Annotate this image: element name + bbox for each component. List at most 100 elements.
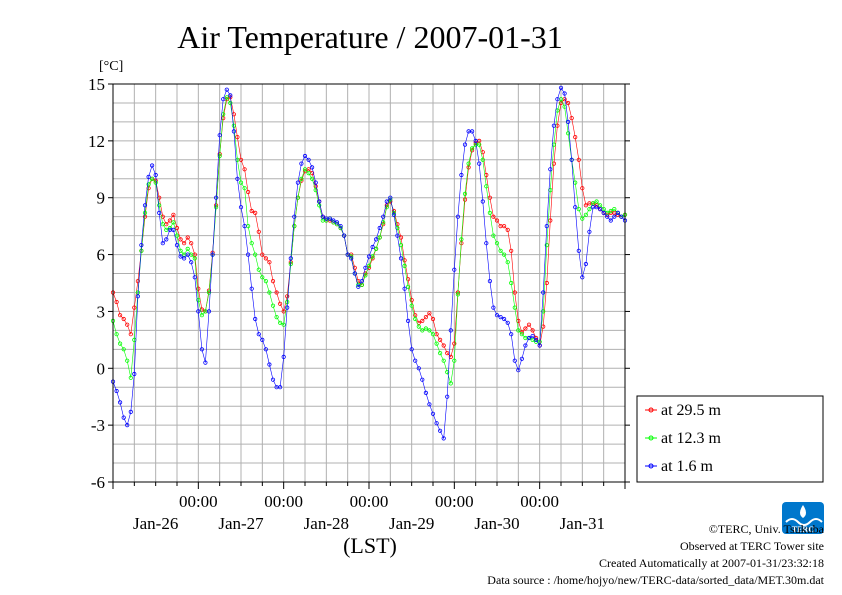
x-tick-day-label: Jan-26 (133, 514, 178, 533)
data-point (384, 199, 389, 204)
data-point (246, 252, 251, 257)
data-point (576, 248, 581, 253)
data-point (491, 305, 496, 310)
data-point (420, 377, 425, 382)
data-point (192, 256, 197, 261)
data-point (157, 203, 162, 208)
data-point (146, 182, 151, 187)
data-point (608, 208, 613, 214)
y-tick-label: 6 (97, 246, 106, 265)
data-point (366, 263, 372, 268)
data-point (462, 197, 468, 202)
data-point (309, 176, 315, 181)
data-point (477, 142, 482, 147)
data-point (565, 100, 571, 106)
data-point (494, 241, 500, 246)
data-point (409, 347, 414, 352)
data-point (583, 261, 589, 267)
data-point (189, 260, 194, 265)
data-point (274, 314, 279, 320)
data-point (270, 377, 276, 382)
data-point (576, 157, 581, 162)
data-point (281, 322, 286, 327)
data-point (203, 360, 208, 365)
legend-label: at 29.5 m (661, 402, 722, 419)
y-tick-label: -6 (91, 473, 105, 492)
data-point (206, 309, 212, 314)
data-point (114, 299, 119, 305)
data-point (285, 305, 290, 310)
data-point (441, 343, 446, 348)
data-point (224, 87, 229, 92)
data-point (452, 358, 457, 363)
data-point (487, 278, 492, 284)
data-point (160, 222, 165, 227)
data-point (405, 277, 411, 282)
legend-swatch-marker (648, 435, 654, 441)
x-tick-time-label: 00:00 (350, 492, 389, 511)
data-point (544, 243, 549, 248)
data-point (320, 214, 325, 219)
data-point (597, 207, 603, 212)
data-point (420, 318, 425, 323)
data-point (302, 153, 308, 159)
data-point (132, 371, 137, 377)
data-point (469, 146, 475, 151)
data-point (356, 284, 361, 289)
data-point (462, 191, 468, 196)
data-point (267, 290, 272, 295)
data-point (153, 172, 158, 178)
data-point (583, 203, 589, 208)
data-point (612, 207, 617, 212)
data-point (118, 313, 123, 318)
data-point (590, 201, 596, 206)
data-point (164, 237, 169, 242)
data-point (452, 341, 457, 346)
data-point (469, 129, 475, 134)
data-point (555, 97, 560, 102)
x-tick-day-label: Jan-27 (218, 514, 264, 533)
data-point (416, 324, 421, 329)
data-point (313, 180, 318, 185)
data-point (413, 316, 418, 322)
data-point (409, 303, 414, 308)
data-point (370, 244, 375, 250)
legend-swatch-marker (648, 407, 654, 413)
data-point (494, 313, 500, 318)
data-point (491, 233, 496, 238)
footer-source: Data source : /home/hojyo/new/TERC-data/… (487, 573, 824, 587)
data-point (509, 280, 514, 286)
data-point (541, 309, 546, 314)
data-point (352, 271, 357, 276)
data-point (416, 366, 421, 371)
data-point (292, 214, 297, 219)
data-point (199, 347, 204, 352)
data-point (587, 229, 592, 234)
data-point (373, 246, 379, 251)
data-point (459, 172, 464, 178)
data-point (516, 328, 521, 333)
data-point (292, 224, 297, 229)
data-point (523, 343, 528, 348)
data-point (445, 394, 450, 399)
x-tick-day-label: Jan-30 (474, 514, 519, 533)
y-tick-label: 15 (88, 75, 105, 94)
data-point (423, 326, 428, 331)
data-point (509, 332, 514, 337)
data-point (580, 216, 585, 221)
data-point (512, 358, 517, 363)
data-point (430, 316, 436, 322)
data-point (135, 294, 140, 299)
data-point (452, 267, 457, 272)
series-at-1-6-m (110, 85, 628, 441)
data-point (533, 337, 539, 342)
data-point (267, 362, 272, 367)
data-point (214, 205, 219, 210)
data-point (281, 309, 286, 314)
data-point (384, 205, 389, 210)
data-point (473, 138, 478, 143)
x-tick-time-label: 00:00 (435, 492, 474, 511)
data-point (491, 214, 496, 219)
data-point (377, 225, 382, 231)
data-point (423, 314, 428, 320)
